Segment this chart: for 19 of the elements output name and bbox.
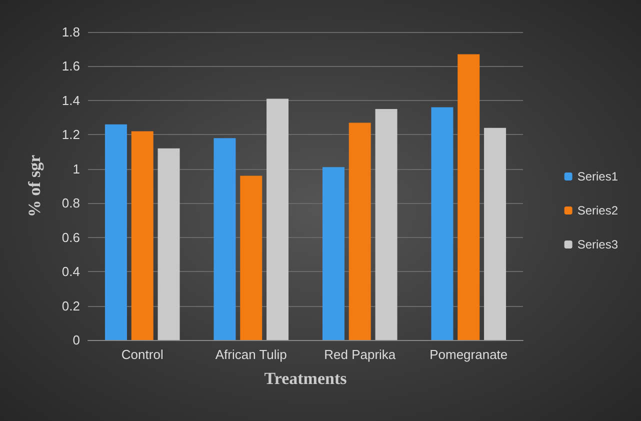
y-tick-label: 0.6	[62, 230, 80, 245]
y-tick-label: 0.4	[62, 264, 80, 280]
x-tick-label: Pomegranate	[430, 347, 508, 362]
x-tick-label: African Tulip	[215, 347, 287, 362]
legend-label: Series1	[577, 170, 618, 184]
y-tick-label: 1.8	[62, 24, 80, 40]
x-tick-label: Red Paprika	[324, 347, 396, 362]
x-tick-label: Control	[121, 347, 164, 362]
x-axis-title: Treatments	[264, 369, 348, 388]
y-tick-label: 0.8	[62, 196, 80, 211]
y-tick-label: 0	[72, 332, 80, 348]
y-tick-label: 1.4	[62, 92, 80, 108]
y-tick-label: 0.2	[62, 298, 80, 314]
y-tick-label: 1.6	[62, 58, 80, 74]
y-tick-label: 1	[72, 161, 80, 176]
legend-label: Series2	[577, 204, 618, 218]
legend-label: Series3	[577, 238, 618, 252]
y-axis-title: % of sgr	[25, 154, 44, 218]
y-tick-label: 1.2	[62, 127, 80, 142]
